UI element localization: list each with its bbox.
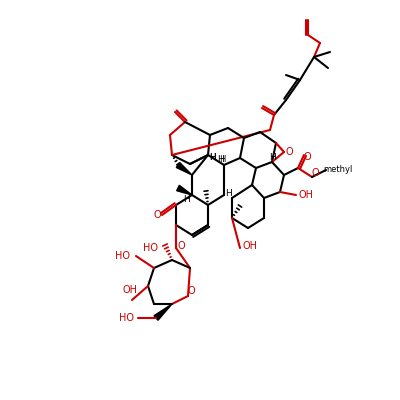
Polygon shape (176, 162, 192, 175)
Text: H: H (226, 190, 232, 198)
Text: O: O (311, 168, 319, 178)
Text: O: O (303, 152, 311, 162)
Text: H: H (183, 194, 189, 204)
Text: OH: OH (242, 241, 258, 251)
Text: O: O (153, 210, 161, 220)
Text: H: H (209, 152, 215, 162)
Polygon shape (154, 304, 172, 320)
Text: O: O (285, 147, 293, 157)
Text: H: H (270, 154, 276, 162)
Polygon shape (177, 185, 192, 195)
Text: H: H (218, 154, 224, 164)
Text: OH: OH (122, 285, 138, 295)
Text: H: H (210, 152, 216, 162)
Text: O: O (177, 241, 185, 251)
Text: methyl: methyl (323, 166, 353, 174)
Text: HO: HO (118, 313, 134, 323)
Text: O: O (187, 286, 195, 296)
Text: HO: HO (144, 243, 158, 253)
Text: OH: OH (298, 190, 314, 200)
Text: HO: HO (114, 251, 130, 261)
Text: H: H (219, 154, 225, 164)
